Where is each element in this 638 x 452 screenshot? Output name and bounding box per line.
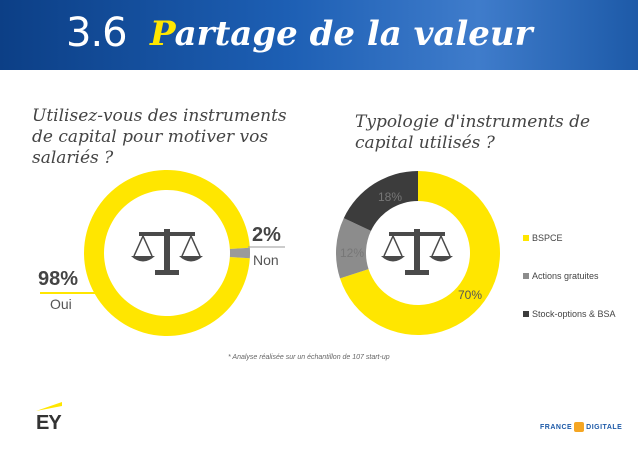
oui-value-label: 98%	[38, 268, 79, 290]
oui-label-dot	[95, 290, 101, 296]
chart-2-legend: BSPCE Actions gratuites Stock-options & …	[523, 232, 616, 346]
legend-swatch-actions	[523, 273, 529, 279]
legend-swatch-bspce	[523, 235, 529, 241]
ey-logo-text: EY	[36, 412, 62, 434]
donut-slice-actions-gratuites	[336, 218, 371, 279]
fd-logo-right: DIGITALE	[586, 423, 623, 431]
donut-slice-non	[229, 247, 250, 259]
donut-slice-bspce	[340, 171, 501, 335]
legend-item: Stock-options & BSA	[523, 308, 616, 320]
non-category-label: Non	[253, 252, 279, 268]
non-value-label: 2%	[252, 224, 281, 246]
oui-category-label: Oui	[50, 296, 72, 312]
ey-logo: EY	[36, 402, 62, 435]
donut-slice-stock-options	[343, 171, 418, 231]
legend-item: Actions gratuites	[523, 270, 616, 282]
stock-options-value-label: 18%	[378, 190, 403, 204]
scale-icon	[381, 229, 453, 275]
legend-swatch-stock-options	[523, 311, 529, 317]
question-1-title: Utilisez-vous des instruments de capital…	[32, 106, 287, 168]
actions-value-label: 12%	[340, 246, 365, 260]
section-number: 3.6	[66, 10, 128, 56]
header-banner: 3.6 Partage de la valeur	[0, 0, 638, 70]
chart-typology-donut	[336, 171, 501, 335]
legend-item: BSPCE	[523, 232, 616, 244]
france-digitale-logo: FRANCE DIGITALE	[540, 422, 622, 432]
question-2-title: Typologie d'instruments de capital utili…	[355, 112, 591, 153]
section-title-initial: P	[150, 14, 175, 54]
bspce-value-label: 70%	[458, 288, 483, 302]
section-title: Partage de la valeur	[150, 14, 533, 54]
fd-logo-left: FRANCE	[540, 423, 573, 431]
legend-label: BSPCE	[532, 233, 563, 243]
chart-usage-donut	[83, 169, 250, 336]
scale-icon	[131, 229, 203, 275]
section-title-rest: artage de la valeur	[174, 14, 533, 54]
legend-label: Stock-options & BSA	[532, 309, 616, 319]
ey-beam-icon	[36, 402, 62, 411]
footnote: * Analyse réalisée sur un échantillon de…	[228, 354, 390, 361]
legend-label: Actions gratuites	[532, 271, 599, 281]
fd-logo-icon	[574, 422, 585, 432]
